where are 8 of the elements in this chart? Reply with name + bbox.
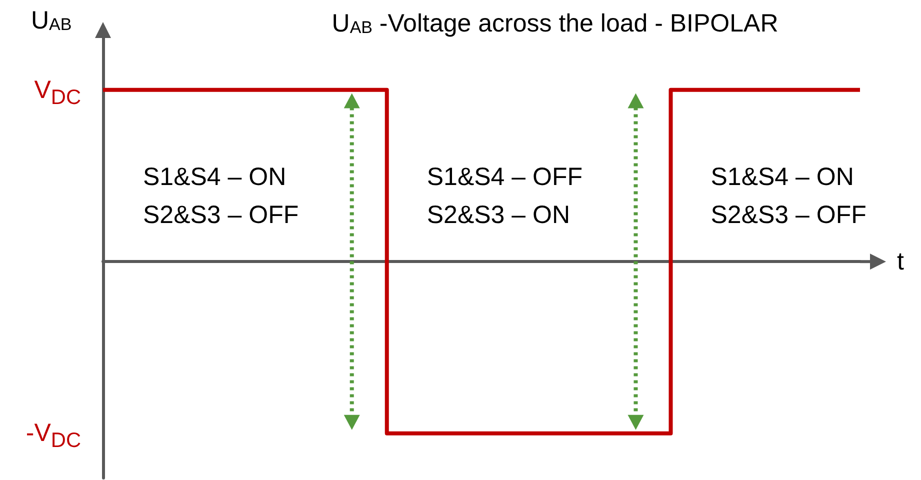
annotation: S1&S4 – ON S2&S3 – OFF <box>143 163 299 230</box>
text: -V$_{DC}$ <box>26 418 81 454</box>
x-axis-title: t <box>897 248 904 276</box>
y-axis-title: UAB <box>31 6 72 34</box>
text: V$_{DC}$ <box>34 74 81 111</box>
annotation: S1&S4 – OFF S2&S3 – ON <box>426 163 582 230</box>
annotation: S1&S4 – ON S2&S3 – OFF <box>710 163 866 230</box>
chart-title: UAB -Voltage across the load - BIPOLAR <box>332 10 778 38</box>
